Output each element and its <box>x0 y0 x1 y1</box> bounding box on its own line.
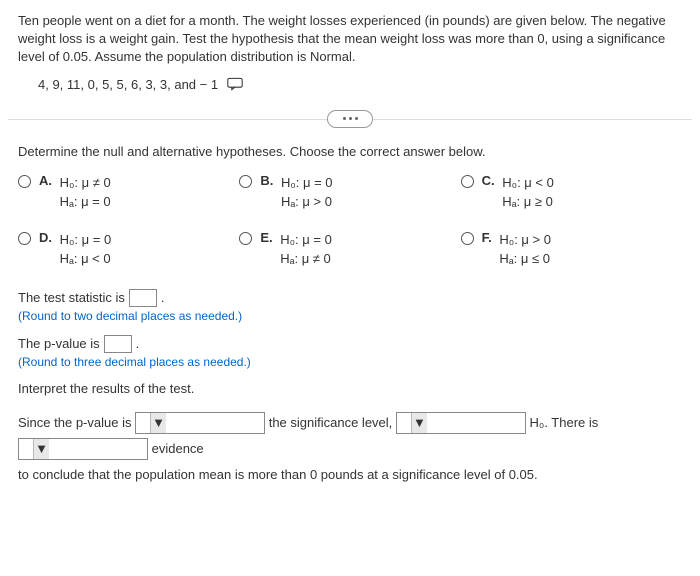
option-letter: E. <box>260 230 272 245</box>
pvalue-input[interactable] <box>104 335 132 353</box>
period: . <box>136 336 140 351</box>
stat-label: The test statistic is <box>18 290 125 305</box>
h0-text: H₀: μ = 0 <box>281 173 333 193</box>
pvalue-line: The p-value is . <box>18 335 682 353</box>
radio-e[interactable] <box>239 232 252 245</box>
h0-text: H₀: μ > 0 <box>499 230 551 250</box>
option-c[interactable]: C. H₀: μ < 0 Hₐ: μ ≥ 0 <box>461 173 682 212</box>
radio-b[interactable] <box>239 175 252 188</box>
option-letter: D. <box>39 230 52 245</box>
option-a[interactable]: A. H₀: μ ≠ 0 Hₐ: μ = 0 <box>18 173 239 212</box>
test-statistic-line: The test statistic is . <box>18 289 682 307</box>
pvalue-label: The p-value is <box>18 336 100 351</box>
option-letter: C. <box>482 173 495 188</box>
ha-text: Hₐ: μ ≠ 0 <box>280 249 332 269</box>
radio-c[interactable] <box>461 175 474 188</box>
question-prompt: Determine the null and alternative hypot… <box>18 144 682 159</box>
option-letter: F. <box>482 230 492 245</box>
ha-text: Hₐ: μ < 0 <box>60 249 112 269</box>
option-letter: A. <box>39 173 52 188</box>
option-f[interactable]: F. H₀: μ > 0 Hₐ: μ ≤ 0 <box>461 230 682 269</box>
period: . <box>161 290 165 305</box>
conclusion-sentence: Since the p-value is ▼ the significance … <box>18 410 682 488</box>
radio-a[interactable] <box>18 175 31 188</box>
reject-dropdown[interactable]: ▼ <box>396 412 526 434</box>
data-values: 4, 9, 11, 0, 5, 5, 6, 3, 3, and − 1 <box>38 77 218 92</box>
interpret-prompt: Interpret the results of the test. <box>18 381 682 396</box>
compare-dropdown[interactable]: ▼ <box>135 412 265 434</box>
option-d[interactable]: D. H₀: μ = 0 Hₐ: μ < 0 <box>18 230 239 269</box>
ha-text: Hₐ: μ > 0 <box>281 192 333 212</box>
ha-text: Hₐ: μ ≥ 0 <box>502 192 554 212</box>
options-grid: A. H₀: μ ≠ 0 Hₐ: μ = 0 B. H₀: μ = 0 Hₐ: … <box>18 173 682 269</box>
ha-text: Hₐ: μ ≤ 0 <box>499 249 551 269</box>
option-e[interactable]: E. H₀: μ = 0 Hₐ: μ ≠ 0 <box>239 230 460 269</box>
conclusion-text: Since the p-value is <box>18 415 131 430</box>
conclusion-text: H₀. There is <box>530 415 599 430</box>
radio-d[interactable] <box>18 232 31 245</box>
h0-text: H₀: μ ≠ 0 <box>60 173 111 193</box>
problem-statement: Ten people went on a diet for a month. T… <box>18 12 682 67</box>
conclusion-text: evidence <box>152 441 204 456</box>
conclusion-text: to conclude that the population mean is … <box>18 467 538 482</box>
conclusion-text: the significance level, <box>269 415 393 430</box>
radio-f[interactable] <box>461 232 474 245</box>
comment-icon[interactable] <box>226 77 244 91</box>
test-statistic-input[interactable] <box>129 289 157 307</box>
rounding-hint-2: (Round to three decimal places as needed… <box>18 355 682 369</box>
h0-text: H₀: μ = 0 <box>60 230 112 250</box>
rounding-hint-1: (Round to two decimal places as needed.) <box>18 309 682 323</box>
option-letter: B. <box>260 173 273 188</box>
expand-pill[interactable] <box>327 110 373 128</box>
evidence-dropdown[interactable]: ▼ <box>18 438 148 460</box>
h0-text: H₀: μ = 0 <box>280 230 332 250</box>
ha-text: Hₐ: μ = 0 <box>60 192 111 212</box>
option-b[interactable]: B. H₀: μ = 0 Hₐ: μ > 0 <box>239 173 460 212</box>
h0-text: H₀: μ < 0 <box>502 173 554 193</box>
